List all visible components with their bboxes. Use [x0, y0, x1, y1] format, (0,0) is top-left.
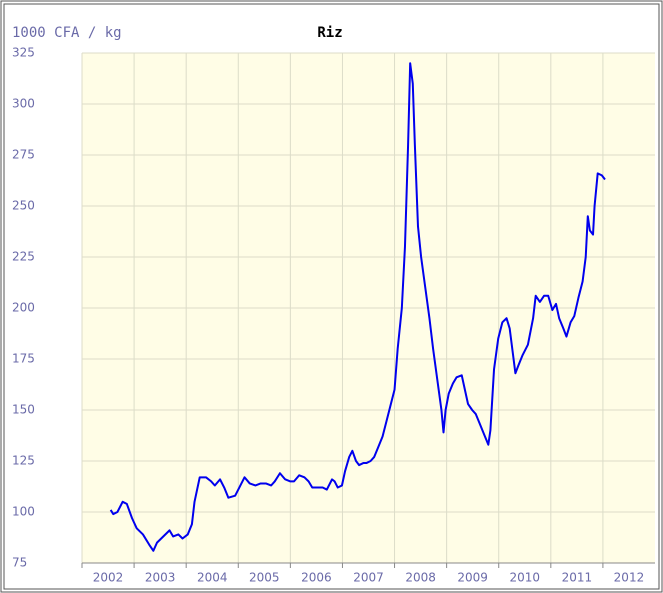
y-tick-label: 75	[12, 556, 27, 570]
y-tick-label: 225	[12, 250, 35, 264]
y-tick-label: 250	[12, 199, 35, 213]
y-tick-label: 175	[12, 352, 35, 366]
x-tick-label: 2009	[457, 571, 488, 585]
x-tick-label: 2002	[93, 571, 124, 585]
y-tick-label: 100	[12, 505, 35, 519]
x-tick-label: 2010	[509, 571, 540, 585]
x-tick-label: 2004	[197, 571, 228, 585]
x-tick-label: 2006	[301, 571, 332, 585]
y-tick-label: 325	[12, 46, 35, 60]
y-tick-label: 275	[12, 148, 35, 162]
y-tick-label: 200	[12, 301, 35, 315]
x-tick-label: 2007	[353, 571, 384, 585]
x-tick-label: 2005	[249, 571, 280, 585]
x-tick-label: 2003	[145, 571, 176, 585]
y-tick-label: 125	[12, 454, 35, 468]
x-tick-label: 2012	[614, 571, 645, 585]
x-tick-label: 2008	[405, 571, 436, 585]
chart-title: Riz	[317, 25, 342, 41]
y-axis-label: 1000 CFA / kg	[12, 25, 122, 41]
x-tick-label: 2011	[562, 571, 593, 585]
y-tick-label: 150	[12, 403, 35, 417]
price-line	[109, 62, 606, 552]
y-tick-label: 300	[12, 97, 35, 111]
